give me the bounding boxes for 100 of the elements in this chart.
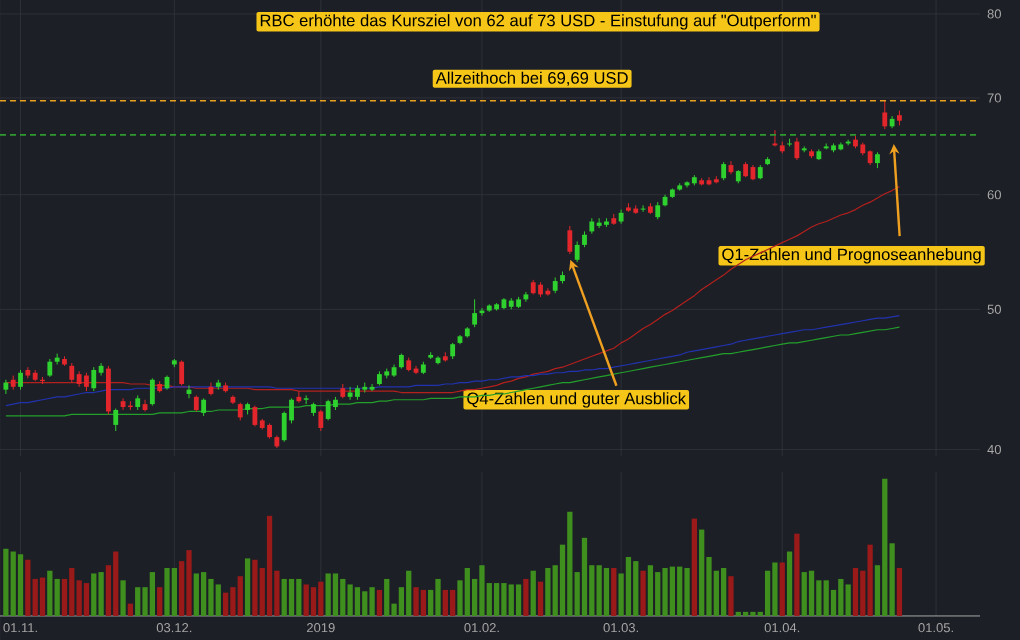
candlestick bbox=[252, 405, 258, 427]
bar bbox=[728, 576, 734, 616]
bar bbox=[120, 580, 126, 616]
bar bbox=[369, 587, 375, 616]
bar bbox=[384, 578, 390, 616]
bar bbox=[354, 587, 361, 616]
bar bbox=[838, 578, 844, 616]
candlestick bbox=[794, 137, 800, 161]
bar bbox=[801, 572, 807, 616]
bar bbox=[537, 581, 544, 616]
bar bbox=[201, 572, 207, 616]
bar bbox=[215, 584, 221, 616]
bar bbox=[376, 589, 383, 616]
annotation: RBC erhöhte das Kursziel von 62 auf 73 USD - Einstufung auf "Outperform" bbox=[260, 14, 816, 30]
candlestick bbox=[523, 291, 529, 303]
bar bbox=[764, 570, 771, 616]
bar bbox=[3, 548, 9, 616]
bar bbox=[266, 515, 273, 616]
bar bbox=[779, 562, 785, 616]
candlestick bbox=[574, 240, 580, 263]
bar bbox=[39, 577, 46, 616]
bar bbox=[347, 584, 353, 616]
bar bbox=[845, 584, 851, 616]
bar bbox=[54, 578, 60, 616]
bar bbox=[362, 591, 368, 616]
bar bbox=[545, 567, 551, 616]
bar bbox=[69, 567, 75, 616]
bar bbox=[647, 565, 654, 616]
bar bbox=[208, 578, 214, 616]
bar bbox=[413, 587, 419, 616]
bar bbox=[164, 567, 170, 616]
bar bbox=[603, 567, 610, 616]
bar bbox=[772, 562, 778, 616]
bar bbox=[823, 580, 829, 616]
candlestick bbox=[472, 298, 478, 328]
bar bbox=[318, 581, 324, 616]
bar bbox=[523, 578, 529, 616]
bar bbox=[127, 603, 134, 616]
bar bbox=[186, 550, 192, 616]
bar bbox=[786, 551, 793, 616]
bar bbox=[17, 554, 24, 616]
candlestick bbox=[721, 161, 727, 181]
bar bbox=[501, 583, 507, 616]
bar bbox=[808, 570, 815, 616]
bar bbox=[721, 567, 727, 616]
bar bbox=[244, 558, 251, 616]
candlestick bbox=[25, 366, 31, 379]
bar bbox=[237, 576, 243, 616]
bar bbox=[157, 587, 163, 616]
candlestick bbox=[596, 217, 602, 229]
bar bbox=[332, 573, 339, 616]
candlestick bbox=[149, 377, 155, 407]
bar bbox=[222, 592, 229, 616]
bar bbox=[691, 518, 697, 616]
bar bbox=[633, 561, 639, 616]
bar bbox=[325, 573, 331, 616]
candlestick bbox=[18, 369, 23, 391]
candlestick bbox=[318, 409, 324, 432]
bar bbox=[450, 589, 456, 616]
bar bbox=[684, 567, 690, 616]
bar bbox=[25, 559, 31, 616]
bar bbox=[340, 578, 346, 616]
bar bbox=[288, 578, 295, 616]
candlestick bbox=[106, 365, 111, 415]
bar bbox=[669, 566, 676, 616]
bar bbox=[493, 583, 500, 616]
bar bbox=[896, 567, 903, 616]
bar bbox=[98, 572, 104, 616]
bar bbox=[281, 578, 287, 616]
bar bbox=[530, 570, 536, 616]
bar bbox=[699, 529, 705, 616]
bar bbox=[479, 565, 485, 616]
bar bbox=[296, 578, 302, 616]
candlestick bbox=[179, 359, 185, 386]
candlestick bbox=[69, 362, 75, 384]
ref-line-label: Allzeithoch bei 69,69 USD bbox=[435, 71, 628, 86]
candlestick bbox=[54, 353, 60, 365]
bar bbox=[567, 511, 573, 616]
bar bbox=[655, 572, 661, 616]
bar bbox=[882, 478, 888, 616]
bar bbox=[625, 557, 632, 616]
candlestick bbox=[567, 225, 573, 255]
bar bbox=[867, 544, 873, 616]
bar bbox=[303, 584, 309, 616]
candlestick bbox=[772, 129, 778, 147]
candlestick bbox=[113, 408, 119, 432]
bar bbox=[310, 587, 317, 616]
candlestick bbox=[882, 100, 888, 130]
bar bbox=[113, 551, 119, 616]
bar bbox=[83, 583, 90, 616]
bar bbox=[464, 567, 470, 616]
bar bbox=[252, 559, 258, 616]
bar bbox=[662, 567, 668, 616]
bar bbox=[508, 584, 514, 616]
bar bbox=[135, 587, 141, 616]
bar bbox=[420, 589, 426, 616]
bar bbox=[149, 572, 155, 616]
bar bbox=[91, 573, 97, 616]
candlestick bbox=[84, 372, 89, 392]
bar bbox=[435, 578, 441, 616]
